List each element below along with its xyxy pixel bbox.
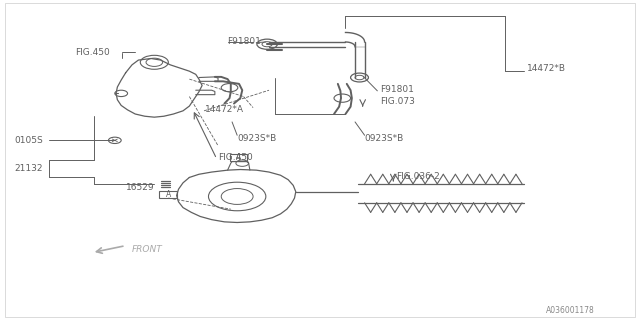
Text: F91801: F91801 — [381, 85, 415, 94]
Text: FIG.450: FIG.450 — [218, 153, 253, 162]
Text: FIG.073: FIG.073 — [381, 97, 415, 106]
Text: 0105S: 0105S — [14, 136, 43, 145]
Text: 0923S*B: 0923S*B — [365, 134, 404, 143]
Text: FIG.450: FIG.450 — [75, 48, 109, 57]
Text: A036001178: A036001178 — [546, 306, 595, 315]
Text: 0923S*B: 0923S*B — [237, 134, 276, 143]
Text: A: A — [236, 153, 241, 162]
Text: A: A — [166, 190, 171, 199]
Text: FIG.036-2: FIG.036-2 — [396, 172, 440, 181]
Text: 16529: 16529 — [125, 183, 154, 192]
Text: FRONT: FRONT — [132, 245, 163, 254]
Text: 21132: 21132 — [14, 164, 43, 173]
Text: 14472*B: 14472*B — [527, 63, 566, 73]
Text: F91801: F91801 — [228, 37, 262, 46]
Text: 14472*A: 14472*A — [205, 105, 244, 114]
